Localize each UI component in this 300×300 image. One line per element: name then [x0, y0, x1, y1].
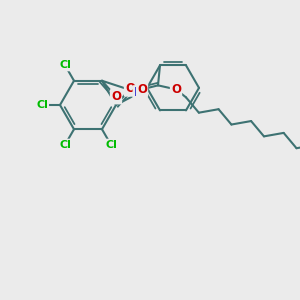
Text: O: O	[125, 82, 135, 95]
Text: Cl: Cl	[59, 140, 71, 150]
Text: N: N	[134, 86, 144, 99]
Text: O: O	[171, 83, 181, 96]
Text: Cl: Cl	[36, 100, 48, 110]
Text: O: O	[111, 90, 121, 103]
Text: Cl: Cl	[105, 140, 117, 150]
Text: O: O	[137, 83, 147, 96]
Text: Cl: Cl	[59, 60, 71, 70]
